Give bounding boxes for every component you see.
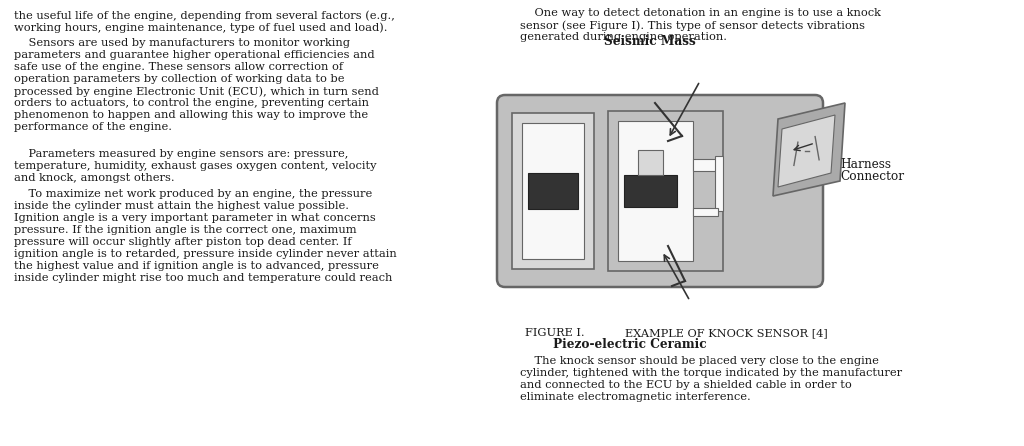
Text: orders to actuators, to control the engine, preventing certain: orders to actuators, to control the engi… xyxy=(14,98,369,108)
Bar xyxy=(693,208,718,216)
Bar xyxy=(512,113,594,269)
Bar xyxy=(618,121,693,261)
Text: ignition angle is to retarded, pressure inside cylinder never attain: ignition angle is to retarded, pressure … xyxy=(14,249,396,259)
Text: and knock, amongst others.: and knock, amongst others. xyxy=(14,173,175,183)
Text: Piezo-electric Ceramic: Piezo-electric Ceramic xyxy=(553,338,707,351)
Text: Parameters measured by engine sensors are: pressure,: Parameters measured by engine sensors ar… xyxy=(14,149,348,159)
Bar xyxy=(715,156,723,211)
FancyBboxPatch shape xyxy=(497,95,823,287)
Text: Seismic Mass: Seismic Mass xyxy=(604,35,696,48)
Polygon shape xyxy=(778,115,835,187)
Text: EXAMPLE OF KNOCK SENSOR [4]: EXAMPLE OF KNOCK SENSOR [4] xyxy=(625,328,827,338)
Text: temperature, humidity, exhaust gases oxygen content, velocity: temperature, humidity, exhaust gases oxy… xyxy=(14,161,377,171)
Text: inside cylinder might rise too much and temperature could reach: inside cylinder might rise too much and … xyxy=(14,273,392,283)
Text: the useful life of the engine, depending from several factors (e.g.,: the useful life of the engine, depending… xyxy=(14,10,395,21)
Text: eliminate electromagnetic interference.: eliminate electromagnetic interference. xyxy=(520,392,751,402)
Bar xyxy=(693,159,718,171)
Text: pressure will occur slightly after piston top dead center. If: pressure will occur slightly after pisto… xyxy=(14,237,351,247)
Text: The knock sensor should be placed very close to the engine: The knock sensor should be placed very c… xyxy=(520,356,879,366)
Text: Harness: Harness xyxy=(840,158,891,171)
Text: sensor (see Figure I). This type of sensor detects vibrations: sensor (see Figure I). This type of sens… xyxy=(520,20,865,31)
Text: FIGURE I.: FIGURE I. xyxy=(525,328,585,338)
Text: Connector: Connector xyxy=(840,170,904,183)
Text: the highest value and if ignition angle is to advanced, pressure: the highest value and if ignition angle … xyxy=(14,261,379,271)
Text: performance of the engine.: performance of the engine. xyxy=(14,122,172,132)
Bar xyxy=(624,175,677,207)
Text: To maximize net work produced by an engine, the pressure: To maximize net work produced by an engi… xyxy=(14,189,373,199)
Bar xyxy=(608,111,723,271)
Text: Ignition angle is a very important parameter in what concerns: Ignition angle is a very important param… xyxy=(14,213,376,223)
Text: working hours, engine maintenance, type of fuel used and load).: working hours, engine maintenance, type … xyxy=(14,22,387,33)
Text: safe use of the engine. These sensors allow correction of: safe use of the engine. These sensors al… xyxy=(14,62,343,72)
Bar xyxy=(528,173,578,209)
Text: phenomenon to happen and allowing this way to improve the: phenomenon to happen and allowing this w… xyxy=(14,110,368,120)
Bar xyxy=(638,150,663,175)
Text: pressure. If the ignition angle is the correct one, maximum: pressure. If the ignition angle is the c… xyxy=(14,225,356,235)
Text: parameters and guarantee higher operational efficiencies and: parameters and guarantee higher operatio… xyxy=(14,50,375,60)
Text: cylinder, tightened with the torque indicated by the manufacturer: cylinder, tightened with the torque indi… xyxy=(520,368,902,378)
Text: inside the cylinder must attain the highest value possible.: inside the cylinder must attain the high… xyxy=(14,201,349,211)
Text: operation parameters by collection of working data to be: operation parameters by collection of wo… xyxy=(14,74,344,84)
Text: One way to detect detonation in an engine is to use a knock: One way to detect detonation in an engin… xyxy=(520,8,881,18)
Text: and connected to the ECU by a shielded cable in order to: and connected to the ECU by a shielded c… xyxy=(520,380,852,390)
Text: generated during engine operation.: generated during engine operation. xyxy=(520,32,727,42)
Polygon shape xyxy=(773,103,845,196)
Bar xyxy=(522,123,584,259)
Text: Sensors are used by manufacturers to monitor working: Sensors are used by manufacturers to mon… xyxy=(14,38,350,48)
Text: processed by engine Electronic Unit (ECU), which in turn send: processed by engine Electronic Unit (ECU… xyxy=(14,86,379,97)
